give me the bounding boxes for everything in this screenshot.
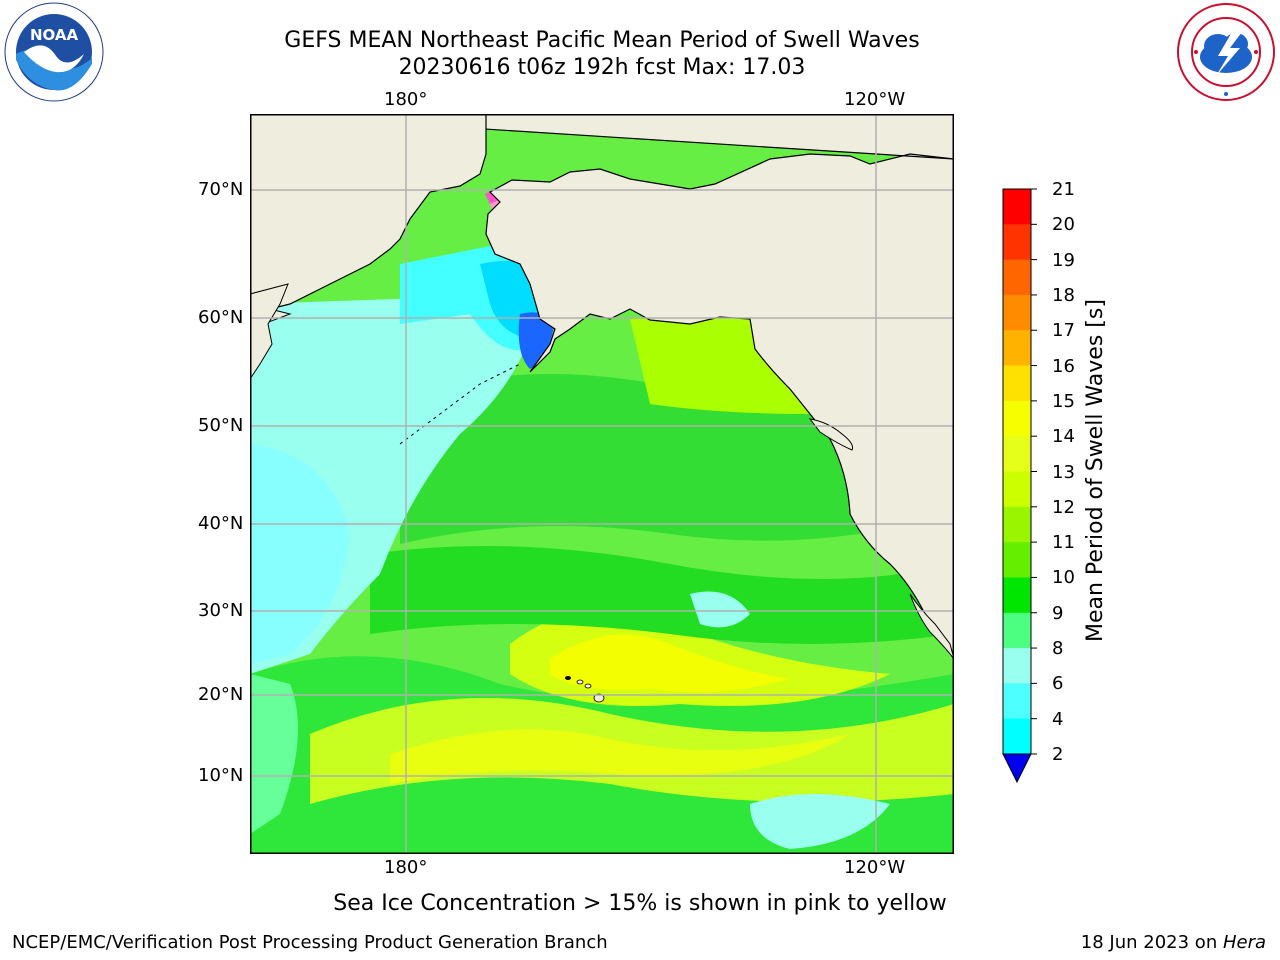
nws-logo xyxy=(1176,2,1276,102)
colorbar-segment xyxy=(1003,189,1031,225)
chart-subtitle: 20230616 t06z 192h fcst Max: 17.03 xyxy=(398,55,806,80)
colorbar-ticks: 21 20 19 18 17 16 15 14 13 12 11 10 9 8 6 4 2 xyxy=(1052,180,1092,780)
lat-label-70n: 70°N xyxy=(198,179,244,200)
footer-date-text: 18 Jun 2023 on xyxy=(1080,932,1223,953)
colorbar-tick-label: 10 xyxy=(1052,567,1075,589)
map-gridlines xyxy=(250,114,954,854)
colorbar-tick-label: 6 xyxy=(1052,673,1064,695)
lon-label-top-120w: 120°W xyxy=(844,89,906,110)
colorbar-label: Mean Period of Swell Waves [s] xyxy=(1083,299,1108,642)
colorbar-segment xyxy=(1003,542,1031,578)
footer-credit: NCEP/EMC/Verification Post Processing Pr… xyxy=(12,932,608,953)
colorbar-segment xyxy=(1003,330,1031,367)
colorbar-tick-label: 20 xyxy=(1052,214,1075,236)
lat-label-30n: 30°N xyxy=(198,600,244,621)
colorbar-segment xyxy=(1003,612,1031,649)
colorbar-tick-label: 19 xyxy=(1052,249,1075,271)
colorbar-tick-label: 8 xyxy=(1052,638,1064,660)
colorbar-segment xyxy=(1003,577,1031,614)
lon-label-bottom-180: 180° xyxy=(384,857,428,878)
colorbar-tick-label: 21 xyxy=(1052,179,1075,200)
colorbar-tick-label: 15 xyxy=(1052,390,1075,412)
colorbar xyxy=(1000,186,1040,786)
colorbar-segment xyxy=(1003,648,1031,684)
colorbar-segment xyxy=(1003,436,1031,472)
colorbar-tick-label: 17 xyxy=(1052,320,1075,342)
colorbar-segment xyxy=(1003,506,1031,543)
colorbar-tick-label: 18 xyxy=(1052,284,1075,306)
colorbar-tick-label: 9 xyxy=(1052,602,1064,624)
footer-machine: Hera xyxy=(1222,932,1266,953)
colorbar-tick-label: 11 xyxy=(1052,532,1075,554)
lat-label-10n: 10°N xyxy=(198,765,244,786)
lat-label-40n: 40°N xyxy=(198,513,244,534)
colorbar-segment xyxy=(1003,224,1031,261)
colorbar-tick-label: 14 xyxy=(1052,426,1075,448)
map-canvas xyxy=(250,114,954,854)
colorbar-tick-label: 4 xyxy=(1052,708,1064,730)
sea-ice-note: Sea Ice Concentration > 15% is shown in … xyxy=(333,891,947,916)
chart-title: GEFS MEAN Northeast Pacific Mean Period … xyxy=(284,28,920,53)
lon-label-bottom-120w: 120°W xyxy=(844,857,906,878)
lat-label-20n: 20°N xyxy=(198,684,244,705)
lat-label-50n: 50°N xyxy=(198,415,244,436)
colorbar-segment xyxy=(1003,471,1031,508)
colorbar-tick-label: 2 xyxy=(1052,744,1064,765)
colorbar-segment xyxy=(1003,718,1031,755)
colorbar-extend-triangle xyxy=(1002,753,1032,784)
map-panel xyxy=(250,114,954,854)
lon-label-top-180: 180° xyxy=(384,89,428,110)
colorbar-segment xyxy=(1003,294,1031,331)
colorbar-segment xyxy=(1003,683,1031,720)
noaa-logo: NOAA xyxy=(4,2,104,102)
footer-date: 18 Jun 2023 on Hera xyxy=(1081,932,1266,954)
colorbar-tick-label: 16 xyxy=(1052,355,1075,377)
colorbar-segment xyxy=(1003,259,1031,296)
colorbar-tick-label: 12 xyxy=(1052,496,1075,518)
hawaii-islands xyxy=(565,676,605,703)
lat-label-60n: 60°N xyxy=(198,307,244,328)
colorbar-segment xyxy=(1003,365,1031,402)
noaa-logo-text: NOAA xyxy=(30,26,79,44)
colorbar-segment xyxy=(1003,400,1031,437)
colorbar-tick-label: 13 xyxy=(1052,461,1075,483)
